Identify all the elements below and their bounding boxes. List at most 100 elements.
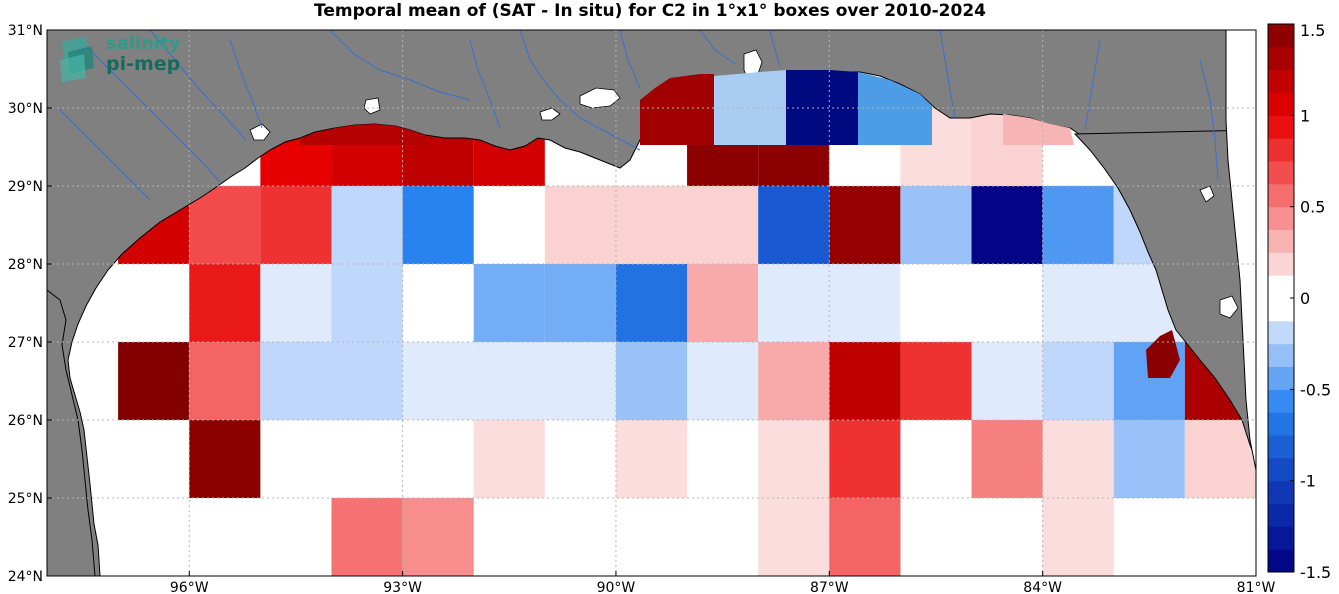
salinity-pi-mep-logo: salinity pi-mep	[58, 34, 188, 84]
grid-cell	[615, 342, 688, 420]
land-masses	[47, 30, 1256, 576]
grid-cell	[260, 342, 332, 420]
fringe-big-bend	[1003, 114, 1074, 145]
colorbar-bin	[1268, 46, 1294, 71]
colorbar-tick-label: 1.5	[1300, 21, 1325, 40]
colorbar-tick-label: 0	[1300, 289, 1310, 308]
lake-pontchartrain	[579, 87, 621, 109]
lake-galveston-bay	[249, 123, 271, 141]
fringe-alabama	[714, 70, 786, 145]
grid-cell	[1113, 420, 1185, 498]
lake-okeechobee	[1219, 295, 1239, 319]
river-brazos	[79, 39, 221, 183]
grid-cell	[1042, 342, 1114, 420]
atlantic-ocean	[1225, 30, 1256, 471]
colorbar-bin	[1268, 24, 1294, 48]
coastal-fringe-cells	[300, 70, 1180, 378]
grid-cell	[900, 342, 972, 420]
fringe-tampa	[1146, 330, 1180, 378]
grid-cell	[971, 186, 1043, 264]
grid-cell	[687, 342, 759, 420]
grid-cell	[687, 186, 759, 264]
latitude-tick-label: 28°N	[8, 257, 43, 273]
land-mexico-coast	[47, 289, 96, 576]
longitude-tick-label: 96°W	[170, 580, 209, 594]
colorbar-bin	[1268, 343, 1294, 367]
grid-cell	[544, 264, 616, 342]
grid-cell	[1184, 420, 1256, 498]
grid-cell	[331, 342, 403, 420]
river-apalachicola	[939, 30, 956, 119]
grid-cell	[829, 264, 901, 342]
grid-cell	[1042, 420, 1114, 498]
grid-cell	[331, 498, 403, 576]
map-title: Temporal mean of (SAT - In situ) for C2 …	[314, 1, 986, 21]
river-pearl	[619, 30, 641, 89]
grid-cell	[687, 264, 759, 342]
latitude-tick-label: 26°N	[8, 413, 43, 429]
grid-cell	[260, 264, 332, 342]
grid-cell	[758, 420, 830, 498]
river-trinity	[149, 30, 247, 141]
grid-cell	[544, 186, 616, 264]
colorbar-bin	[1268, 138, 1294, 162]
grid-cell	[615, 264, 688, 342]
longitude-tick-label: 93°W	[383, 580, 422, 594]
colorbar-bin	[1268, 183, 1294, 208]
colorbar-bin	[1268, 389, 1294, 413]
logo-icon	[60, 36, 94, 82]
colorbar-bin	[1268, 92, 1294, 116]
lake-calcasieu	[363, 97, 381, 115]
river-st-johns	[1199, 59, 1219, 181]
colorbar-tick-label: -1.5	[1300, 563, 1331, 582]
grid-cell	[758, 186, 830, 264]
river-sabine	[229, 39, 263, 129]
river-alabama	[769, 30, 781, 67]
river-mississippi	[519, 30, 641, 151]
grid-cell	[189, 186, 261, 264]
latitude-tick-label: 24°N	[8, 569, 43, 585]
river-red	[329, 30, 471, 101]
grid-cell	[829, 342, 901, 420]
grid-cell	[615, 186, 688, 264]
grid-cell	[829, 420, 901, 498]
longitude-tick-label: 90°W	[597, 580, 636, 594]
longitude-axis: 96°W 93°W 90°W 87°W 84°W 81°W	[170, 571, 1275, 594]
colorbar-bin	[1268, 480, 1294, 504]
grid-cell	[758, 264, 830, 342]
colorbar-bin	[1268, 115, 1294, 139]
colorbar: 1.5 1 0.5 0 -0.5 -1 -1.5	[1267, 21, 1331, 582]
grid-cell	[1042, 186, 1114, 264]
latitude-tick-label: 29°N	[8, 179, 43, 195]
lake-small-1	[539, 107, 561, 121]
colorbar-bin	[1268, 549, 1294, 573]
longitude-tick-label: 87°W	[810, 580, 849, 594]
fringe-mississippi-delta	[640, 74, 714, 145]
grid-cell	[331, 186, 403, 264]
grid-cell	[473, 264, 545, 342]
latitude-tick-label: 30°N	[8, 101, 43, 117]
grid-cell	[118, 342, 190, 420]
grid-cell	[473, 342, 545, 420]
colorbar-bin	[1268, 69, 1294, 93]
colorbar-tick-label: 1	[1300, 106, 1310, 125]
colorbar-bin	[1268, 412, 1294, 436]
colorbar-tick-label: 0.5	[1300, 198, 1325, 217]
grid-cell	[189, 420, 261, 498]
longitude-tick-label: 84°W	[1023, 580, 1062, 594]
colorbar-bin	[1268, 298, 1294, 322]
lake-north-florida	[1199, 185, 1215, 203]
colorbar-bin	[1268, 320, 1294, 345]
plot-frame	[46, 29, 1257, 577]
latitude-tick-label: 31°N	[8, 23, 43, 39]
grid-cell	[260, 186, 332, 264]
colorbar-bin	[1268, 366, 1294, 390]
colorbar-bin	[1268, 229, 1294, 253]
grid-cell	[1042, 264, 1114, 342]
colorbar-bin	[1268, 206, 1294, 230]
colorbar-bin	[1268, 435, 1294, 459]
colorbar-bin	[1268, 252, 1294, 276]
river-suwannee	[1084, 39, 1101, 131]
grid-cell	[402, 498, 474, 576]
logo-text-pi-mep: pi-mep	[106, 53, 181, 75]
